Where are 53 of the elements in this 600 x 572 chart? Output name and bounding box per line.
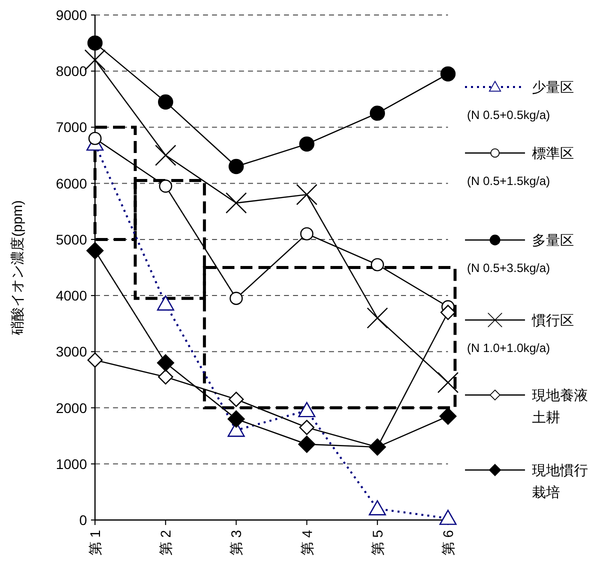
point	[440, 66, 456, 82]
x-tick-label: 第 3	[228, 530, 244, 556]
point	[230, 292, 243, 305]
point	[298, 436, 316, 453]
point	[370, 106, 385, 121]
x-tick-label: 第 1	[87, 530, 103, 556]
y-tick-label: 7000	[56, 119, 88, 136]
point	[87, 352, 103, 368]
point	[88, 132, 102, 146]
point	[299, 136, 314, 152]
point	[439, 510, 457, 525]
point	[298, 402, 316, 418]
point	[300, 227, 314, 240]
y-tick-label: 0	[79, 512, 88, 528]
legend-label: 現地慣行栽培	[532, 462, 588, 500]
x-tick-label: 第 4	[298, 530, 315, 556]
point	[159, 180, 172, 193]
y-tick-label: 5000	[56, 231, 88, 248]
y-tick-label: 2000	[56, 400, 88, 416]
y-tick-label: 4000	[56, 288, 88, 304]
point	[226, 192, 247, 214]
point	[437, 372, 459, 394]
y-tick-label: 9000	[56, 7, 88, 23]
point	[158, 94, 174, 110]
point	[228, 392, 244, 407]
point	[228, 158, 244, 174]
point	[439, 408, 457, 425]
point	[370, 258, 384, 272]
point	[157, 295, 174, 311]
y-axis-title: 硝酸イオン濃度(ppm)	[9, 200, 25, 336]
point	[440, 304, 456, 320]
legend-label: 慣行区 (N 1.0+1.0kg/a)	[467, 312, 574, 355]
legend-label: 少量区 (N 0.5+0.5kg/a)	[467, 79, 574, 122]
point	[296, 184, 318, 206]
y-tick-label: 6000	[56, 175, 88, 192]
point	[155, 144, 176, 166]
point	[368, 500, 386, 516]
y-tick-label: 8000	[56, 63, 88, 80]
point	[366, 307, 388, 329]
y-tick-label: 1000	[56, 456, 88, 472]
point	[158, 369, 174, 385]
x-tick-label: 第 6	[440, 530, 456, 556]
point	[86, 242, 104, 260]
x-tick-label: 第 5	[369, 530, 386, 556]
legend-label: 現地養液土耕	[532, 387, 588, 425]
y-tick-label: 3000	[56, 344, 88, 360]
point	[228, 410, 245, 428]
x-tick-label: 第 2	[158, 530, 174, 556]
legend-label: 多量区 (N 0.5+3.5kg/a)	[467, 232, 574, 275]
point	[87, 35, 103, 51]
point	[299, 420, 314, 436]
point	[157, 354, 174, 372]
legend-label: 標準区 (N 0.5+1.5kg/a)	[467, 145, 574, 188]
